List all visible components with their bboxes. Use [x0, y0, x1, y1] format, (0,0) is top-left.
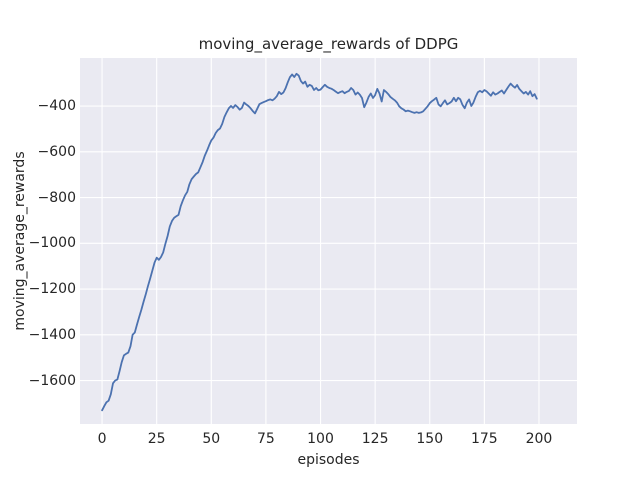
y-tick-label: −1400 [28, 326, 76, 343]
y-tick-label: −1200 [28, 281, 76, 298]
x-tick-label: 150 [416, 431, 444, 447]
x-tick-label: 50 [202, 431, 221, 447]
x-tick-label: 75 [256, 431, 275, 447]
ddpg-line [101, 72, 538, 412]
y-tick-label: −1600 [28, 372, 76, 389]
y-tick-label: −600 [37, 143, 76, 160]
y-tick-label: −1000 [28, 235, 76, 252]
y-tick-label: −400 [37, 98, 76, 115]
x-tick-label: 125 [361, 431, 389, 447]
x-tick-label: 200 [525, 431, 553, 447]
x-tick-label: 0 [97, 431, 107, 447]
x-tick-label: 25 [147, 431, 166, 447]
x-axis-label: episodes [297, 452, 360, 468]
x-tick-label: 100 [307, 431, 334, 447]
x-tick-label: 175 [470, 431, 498, 447]
y-tick-label: −800 [37, 189, 76, 206]
chart-title: moving_average_rewards of DDPG [198, 35, 459, 53]
plot-background [80, 58, 577, 424]
